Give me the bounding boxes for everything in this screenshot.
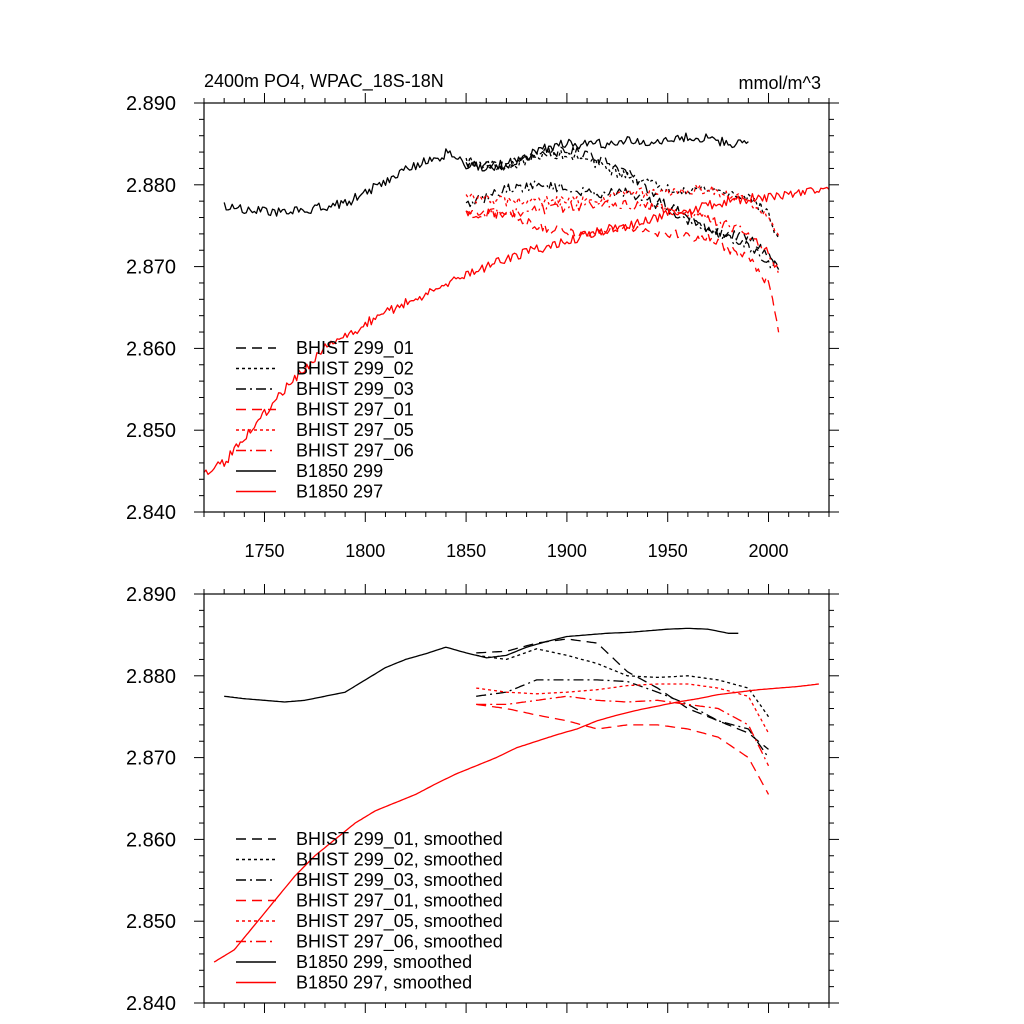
series-line-bhist-297-06-smoothed xyxy=(476,695,770,767)
legend-label: BHIST 297_05, smoothed xyxy=(296,911,503,932)
series-group xyxy=(204,132,829,476)
x-tick-label: 1850 xyxy=(446,541,486,561)
legend-label: BHIST 297_06 xyxy=(296,441,414,462)
legend-label: BHIST 297_01 xyxy=(296,400,414,421)
plot-frame xyxy=(203,593,830,1004)
legend-label: BHIST 299_01, smoothed xyxy=(296,829,503,850)
legend-label: BHIST 299_03, smoothed xyxy=(296,870,503,891)
chart-title: 2400m PO4, WPAC_18S-18N xyxy=(204,71,444,92)
series-line-b1850-297-smoothed xyxy=(213,683,819,963)
y-tick-label: 2.870 xyxy=(126,257,176,279)
x-tick-label: 1900 xyxy=(547,541,587,561)
y-tick-label: 2.850 xyxy=(126,911,176,933)
x-tick-label: 1950 xyxy=(648,541,688,561)
series-line-bhist-297-06 xyxy=(465,199,780,276)
y-tick-label: 2.890 xyxy=(126,584,176,606)
series-line-bhist-299-03-smoothed xyxy=(476,679,770,758)
chart-units: mmol/m^3 xyxy=(739,73,821,93)
legend-label: B1850 299 xyxy=(296,461,383,481)
x-tick-label: 1800 xyxy=(345,541,385,561)
y-tick-label: 2.860 xyxy=(126,338,176,360)
legend-label: BHIST 297_01, smoothed xyxy=(296,891,503,912)
legend-label: B1850 299, smoothed xyxy=(296,952,472,972)
legend-label: BHIST 297_06, smoothed xyxy=(296,932,503,953)
legend-label: BHIST 299_02 xyxy=(296,359,414,380)
series-group xyxy=(213,627,819,963)
series-line-bhist-297-01-smoothed xyxy=(476,703,770,795)
legend-label: BHIST 299_02, smoothed xyxy=(296,850,503,871)
legend-label: BHIST 297_05 xyxy=(296,420,414,441)
legend-label: BHIST 299_01 xyxy=(296,338,414,359)
series-line-bhist-299-03 xyxy=(465,180,780,270)
y-tick-label: 2.840 xyxy=(126,993,176,1015)
series-line-bhist-297-01 xyxy=(465,207,780,333)
chart-panel-2: 2.840 2.850 2.860 2.870 2.880 2.890 BHIST 299_… xyxy=(126,584,839,1015)
series-line-bhist-299-02 xyxy=(465,148,780,239)
y-tick-label: 2.840 xyxy=(126,502,176,524)
series-line-bhist-297-05-smoothed xyxy=(476,683,770,734)
plot-frame xyxy=(203,102,830,513)
x-tick-label: 1750 xyxy=(244,541,284,561)
y-tick-label: 2.880 xyxy=(126,175,176,197)
y-tick-label: 2.890 xyxy=(126,93,176,115)
series-line-bhist-297-05 xyxy=(465,184,780,236)
series-line-bhist-299-02-smoothed xyxy=(476,648,770,718)
y-tick-label: 2.850 xyxy=(126,420,176,442)
series-line-b1850-299-smoothed xyxy=(224,627,739,703)
chart-panel-1: 2400m PO4, WPAC_18S-18N mmol/m^3 1750 1800 1… xyxy=(126,71,839,561)
y-tick-label: 2.860 xyxy=(126,829,176,851)
legend-label: B1850 297, smoothed xyxy=(296,973,472,993)
y-tick-label: 2.870 xyxy=(126,748,176,770)
y-tick-label: 2.880 xyxy=(126,666,176,688)
legend-label: BHIST 299_03 xyxy=(296,379,414,400)
legend-label: B1850 297 xyxy=(296,482,383,502)
series-line-b1850-299 xyxy=(223,132,749,217)
series-line-bhist-299-01-smoothed xyxy=(476,638,769,750)
series-line-b1850-297 xyxy=(204,186,829,476)
x-tick-label: 2000 xyxy=(748,541,788,561)
